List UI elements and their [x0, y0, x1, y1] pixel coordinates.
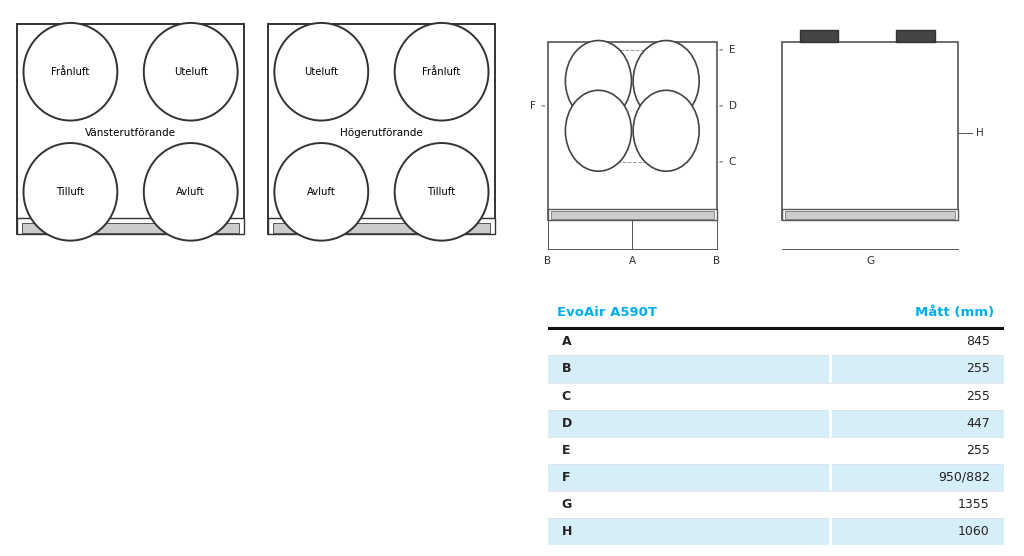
Text: G: G	[866, 256, 874, 266]
Bar	[785, 211, 954, 219]
Text: D: D	[561, 416, 571, 430]
Bar	[23, 223, 239, 233]
Bar	[548, 383, 1004, 410]
Text: 1355: 1355	[958, 498, 990, 511]
Text: A: A	[629, 256, 636, 266]
Text: H: H	[976, 128, 983, 138]
Text: E: E	[729, 45, 735, 55]
Bar	[548, 410, 1004, 436]
Text: Avluft: Avluft	[307, 187, 336, 197]
Bar	[17, 218, 244, 235]
Text: E: E	[561, 444, 570, 456]
Ellipse shape	[394, 23, 488, 121]
Bar	[548, 208, 717, 220]
Text: Vänsterutförande: Vänsterutförande	[85, 128, 176, 138]
Text: F: F	[561, 471, 570, 484]
Ellipse shape	[274, 143, 369, 241]
Text: Mått (mm): Mått (mm)	[915, 306, 994, 319]
Ellipse shape	[24, 143, 118, 241]
Bar	[548, 518, 1004, 545]
Text: 255: 255	[966, 363, 990, 375]
Text: Högerutförande: Högerutförande	[340, 128, 423, 138]
Bar	[548, 42, 717, 220]
Ellipse shape	[143, 143, 238, 241]
Text: G: G	[561, 498, 571, 511]
Text: 447: 447	[966, 416, 990, 430]
Text: 845: 845	[966, 335, 990, 349]
Bar	[548, 355, 1004, 383]
Bar	[268, 218, 495, 235]
Text: C: C	[561, 390, 570, 403]
Text: 255: 255	[966, 390, 990, 403]
Text: Uteluft: Uteluft	[174, 67, 208, 77]
Text: Tilluft: Tilluft	[428, 187, 456, 197]
Bar	[551, 211, 714, 219]
Text: B: B	[561, 363, 571, 375]
Ellipse shape	[565, 41, 632, 121]
Text: D: D	[729, 101, 737, 111]
Text: Uteluft: Uteluft	[304, 67, 338, 77]
Ellipse shape	[274, 23, 369, 121]
Ellipse shape	[143, 23, 238, 121]
Text: EvoAir A590T: EvoAir A590T	[557, 306, 657, 319]
Bar	[548, 329, 1004, 355]
Text: F: F	[529, 101, 536, 111]
Ellipse shape	[633, 41, 699, 121]
Bar	[782, 42, 958, 220]
Text: 1060: 1060	[958, 525, 990, 538]
Text: A: A	[561, 335, 571, 349]
Text: Frånluft: Frånluft	[51, 67, 89, 77]
Ellipse shape	[394, 143, 488, 241]
Bar	[548, 464, 1004, 491]
Text: Tilluft: Tilluft	[56, 187, 84, 197]
Text: 255: 255	[966, 444, 990, 456]
Ellipse shape	[633, 90, 699, 171]
Text: C: C	[729, 157, 736, 167]
Text: B: B	[714, 256, 721, 266]
Ellipse shape	[565, 90, 632, 171]
Bar	[782, 208, 958, 220]
Bar	[548, 491, 1004, 518]
Bar	[548, 436, 1004, 464]
Bar	[268, 24, 495, 235]
Text: Avluft: Avluft	[176, 187, 205, 197]
Ellipse shape	[24, 23, 118, 121]
Text: 950/882: 950/882	[938, 471, 990, 484]
Bar	[800, 30, 839, 42]
Text: Frånluft: Frånluft	[423, 67, 461, 77]
Bar	[17, 24, 244, 235]
Text: B: B	[544, 256, 551, 266]
Text: H: H	[561, 525, 571, 538]
Bar	[273, 223, 489, 233]
Bar	[896, 30, 935, 42]
Bar	[577, 50, 688, 162]
